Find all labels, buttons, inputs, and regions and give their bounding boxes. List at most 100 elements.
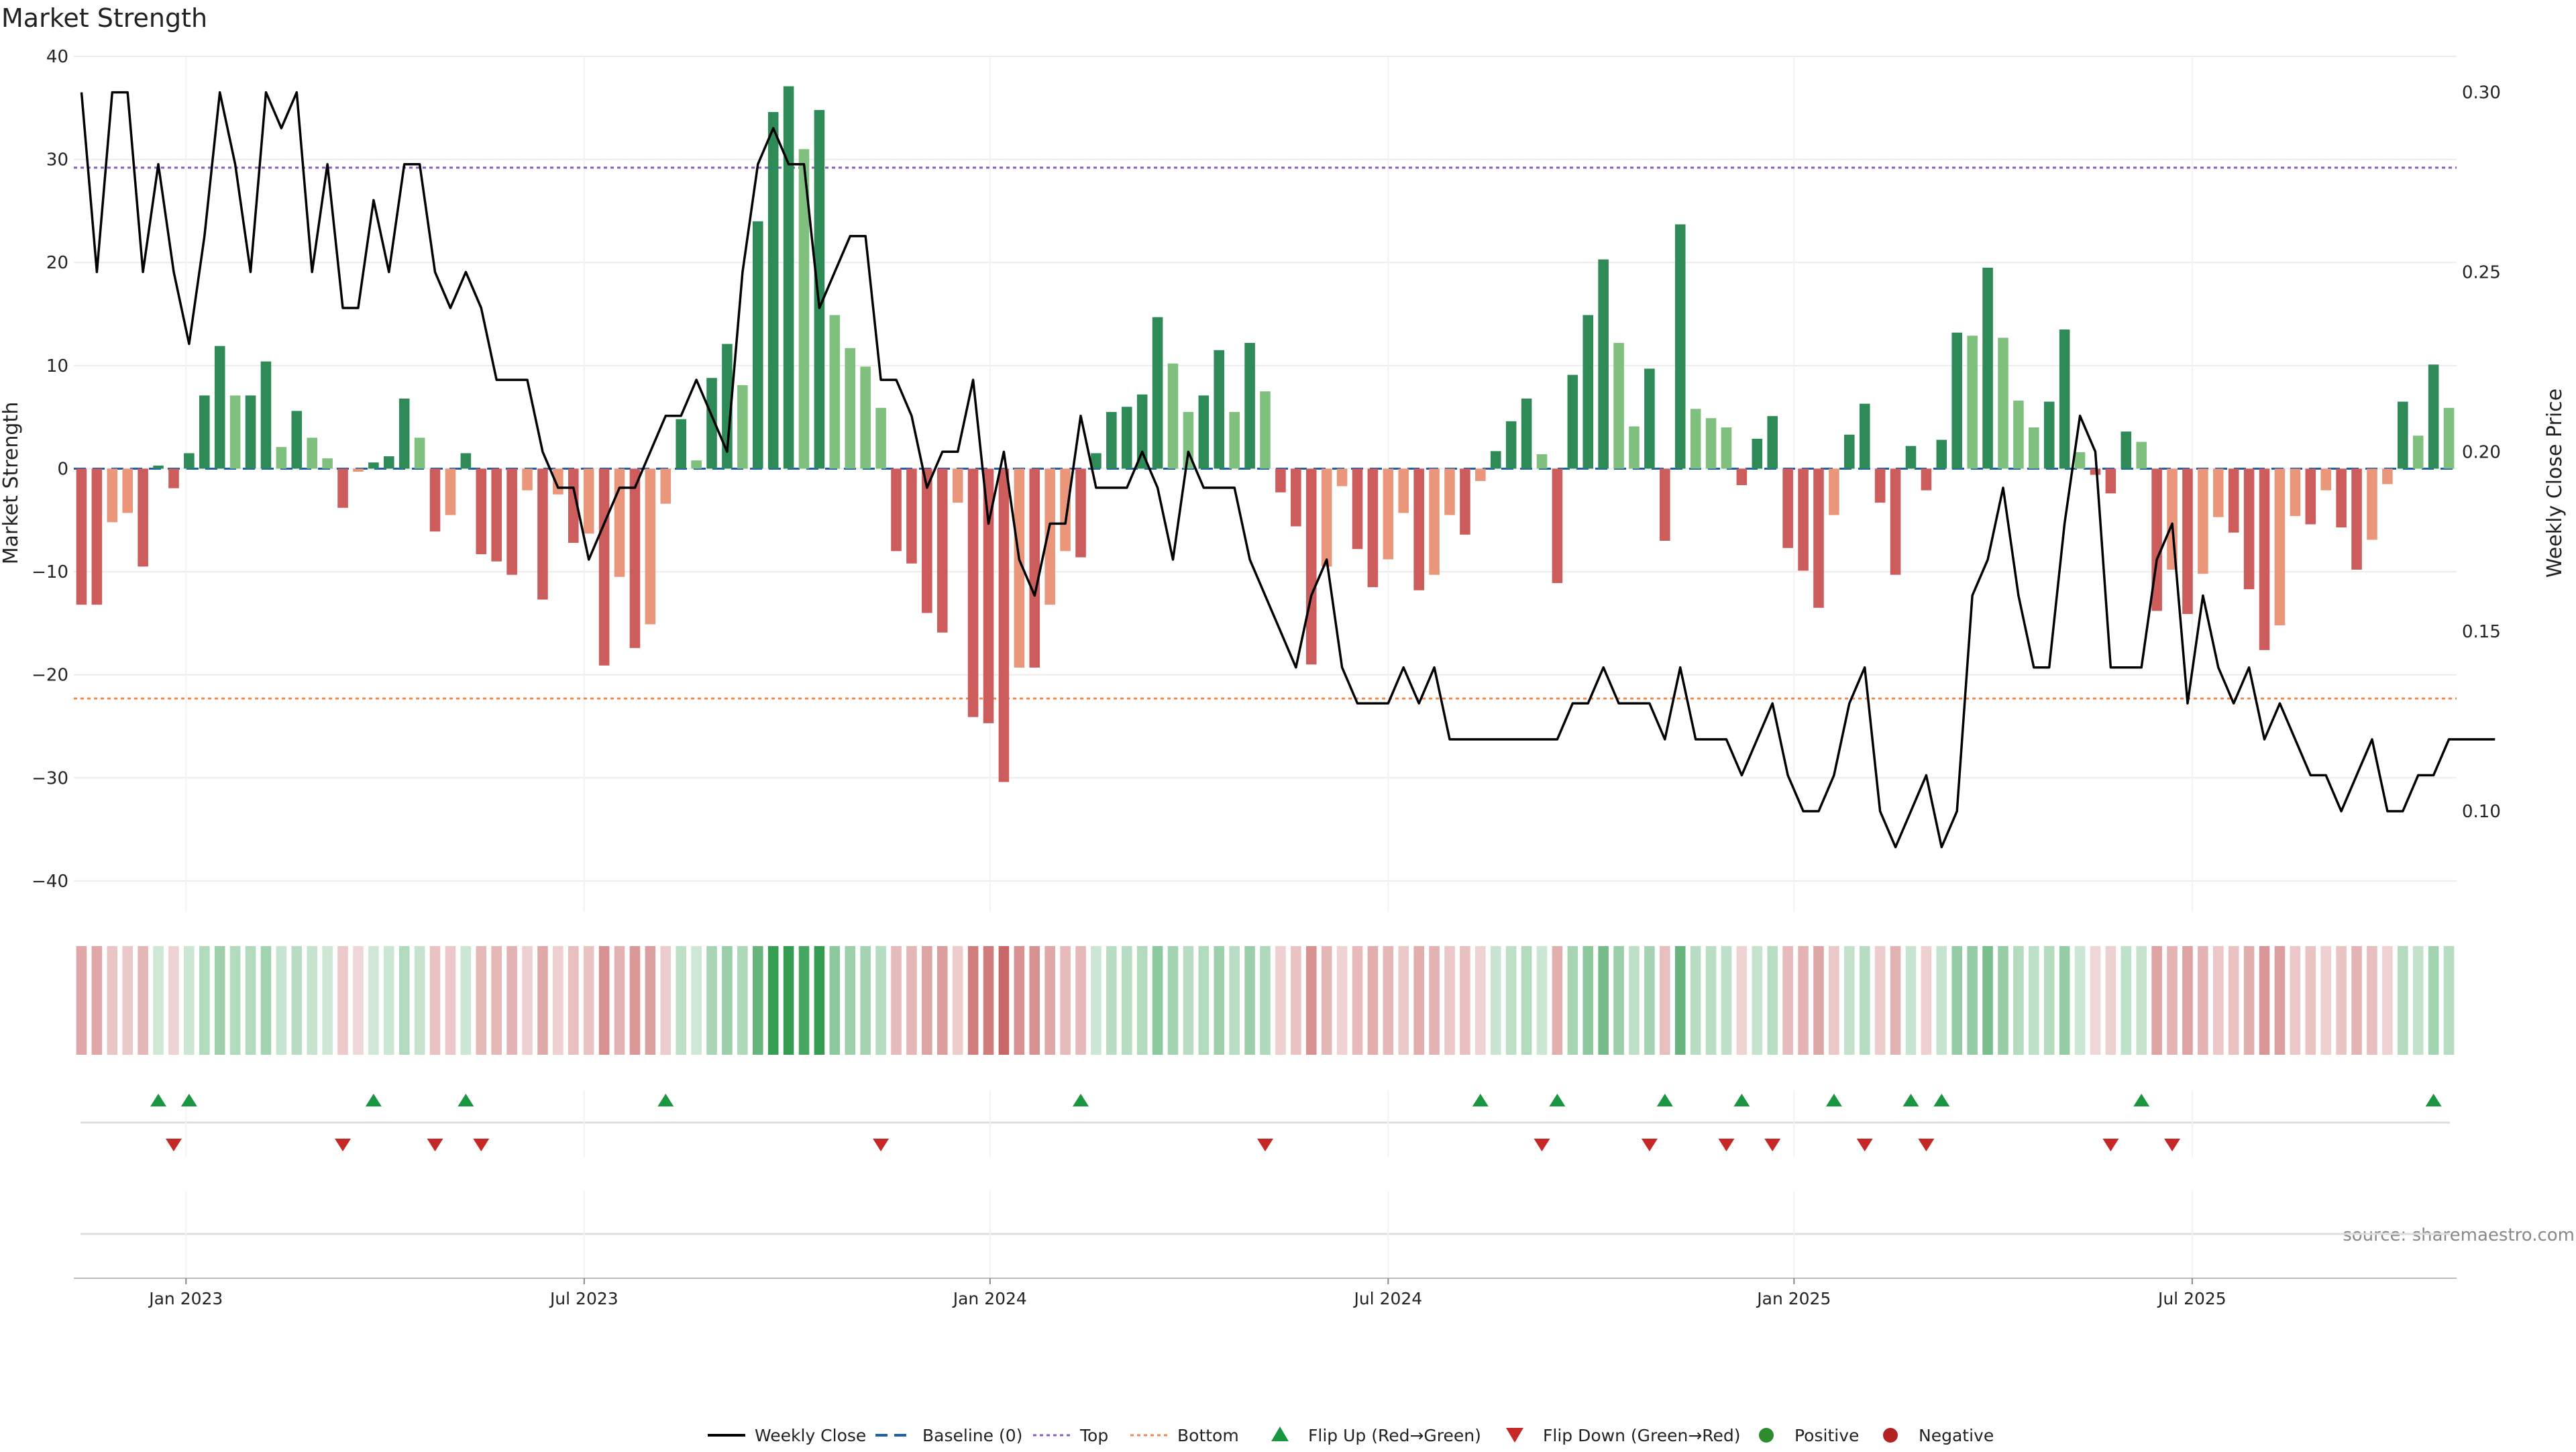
heat-cell: [138, 946, 148, 1055]
strength-bar: [491, 468, 502, 562]
heat-cell: [2382, 946, 2393, 1055]
y-tick-label: 30: [46, 150, 68, 170]
heat-cell: [1352, 946, 1363, 1055]
heat-cell: [998, 946, 1010, 1055]
strength-bar: [906, 468, 917, 564]
heat-cell: [1275, 946, 1286, 1055]
heat-cell: [1044, 946, 1055, 1055]
strength-bar: [1521, 399, 1532, 469]
strength-bar: [184, 453, 195, 469]
heat-cell: [1475, 946, 1486, 1055]
strength-bar: [1444, 468, 1455, 515]
strength-bar: [429, 468, 441, 532]
flip-down-marker: [1641, 1139, 1658, 1151]
heat-cell: [1305, 946, 1317, 1055]
strength-bar: [752, 221, 763, 469]
heat-cell: [1767, 946, 1778, 1055]
strength-bar: [1598, 259, 1609, 469]
strength-bar: [1167, 363, 1179, 469]
heat-cell: [1244, 946, 1255, 1055]
strength-bar: [1367, 468, 1379, 588]
heat-cell: [1106, 946, 1117, 1055]
strength-bar: [783, 86, 794, 469]
strength-bar: [1798, 468, 1809, 571]
strength-bar: [2198, 468, 2208, 574]
strength-bar: [875, 407, 886, 469]
flip-up-marker: [458, 1094, 474, 1106]
date-tick-label: Jan 2025: [1756, 1289, 1831, 1308]
heat-cell: [1075, 946, 1086, 1055]
legend-item: Positive: [1759, 1426, 1859, 1445]
heat-cell: [952, 946, 963, 1055]
heat-cell: [845, 946, 856, 1055]
heat-cell: [491, 946, 502, 1055]
strength-bar: [1044, 468, 1055, 605]
heat-cell: [2151, 946, 2162, 1055]
flip-down-marker: [2102, 1139, 2119, 1151]
strength-bar: [936, 468, 948, 633]
strength-bar: [1921, 468, 1932, 490]
strength-bar: [1305, 468, 1317, 665]
flip-down-marker: [1257, 1139, 1273, 1151]
heat-cell: [1844, 946, 1855, 1055]
strength-bar: [1475, 468, 1486, 481]
strength-bar: [1214, 350, 1225, 469]
y-tick-label: −20: [32, 666, 68, 686]
strength-bar: [476, 468, 487, 554]
strength-bar: [2412, 435, 2424, 469]
heat-cell: [967, 946, 979, 1055]
heat-cell: [291, 946, 303, 1055]
flip-up-marker: [2425, 1094, 2442, 1106]
strength-bar: [676, 419, 686, 469]
strength-bar: [1183, 411, 1194, 469]
heat-cell: [1859, 946, 1870, 1055]
strength-heat-strip: [76, 946, 2455, 1055]
flip-up-marker: [1073, 1094, 1089, 1106]
flip-up-marker: [150, 1094, 167, 1106]
heat-cell: [537, 946, 548, 1055]
legend-item: Baseline (0): [875, 1426, 1022, 1445]
strength-bar: [660, 468, 672, 504]
heat-cell: [414, 946, 425, 1055]
flip-up-marker: [2133, 1094, 2150, 1106]
strength-bar: [383, 456, 394, 469]
strength-bar: [291, 411, 303, 469]
flip-down-marker: [427, 1139, 443, 1151]
heat-cell: [1829, 946, 1839, 1055]
strength-bar: [2074, 452, 2086, 469]
strength-bar: [860, 366, 871, 469]
strength-bar: [845, 348, 856, 469]
heat-cell: [614, 946, 625, 1055]
flip-down-marker: [1718, 1139, 1735, 1151]
strength-bar: [398, 399, 410, 469]
heat-cell: [2274, 946, 2286, 1055]
legend-circle-icon: [1883, 1428, 1898, 1443]
strength-bar: [337, 468, 348, 508]
heat-cell: [2243, 946, 2255, 1055]
flip-down-marker: [165, 1139, 182, 1151]
strength-bar: [368, 462, 379, 469]
heat-cell: [1644, 946, 1655, 1055]
strength-bar: [1014, 468, 1025, 668]
strength-bar: [2320, 468, 2332, 490]
heat-cell: [1890, 946, 1901, 1055]
heat-cell: [1721, 946, 1732, 1055]
strength-bar: [967, 468, 979, 717]
strength-bar: [1613, 343, 1624, 469]
strength-bar: [2274, 468, 2286, 625]
flip-up-marker: [1472, 1094, 1489, 1106]
strength-bar: [91, 468, 103, 605]
heat-cell: [2198, 946, 2208, 1055]
heat-cell: [260, 946, 272, 1055]
flip-up-marker: [1656, 1094, 1673, 1106]
strength-bar: [645, 468, 656, 625]
heat-cell: [153, 946, 164, 1055]
source-note: source: sharemaestro.com: [2343, 1225, 2575, 1245]
strength-bar: [614, 468, 625, 577]
heat-cell: [184, 946, 195, 1055]
heat-cell: [214, 946, 225, 1055]
heat-cell: [1921, 946, 1932, 1055]
heat-cell: [76, 946, 87, 1055]
heat-cell: [1690, 946, 1701, 1055]
